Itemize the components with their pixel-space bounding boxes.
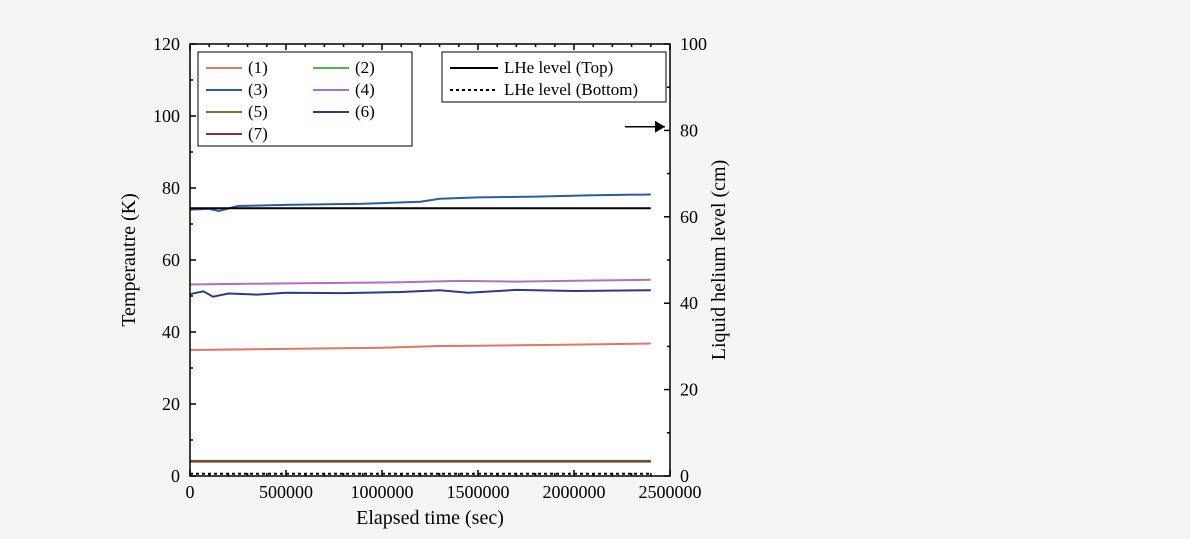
yticklabel-l: 0 — [171, 466, 180, 486]
xticklabel: 0 — [186, 482, 195, 502]
xticklabel: 2500000 — [639, 482, 702, 502]
yticklabel-l: 100 — [153, 106, 180, 126]
xticklabel: 1000000 — [351, 482, 414, 502]
yticklabel-l: 20 — [162, 394, 180, 414]
yticklabel-r: 40 — [680, 293, 698, 313]
legend-label-s7: (7) — [248, 124, 268, 143]
xticklabel: 500000 — [259, 482, 313, 502]
xlabel: Elapsed time (sec) — [356, 507, 504, 529]
legend-label-s2: (2) — [355, 58, 375, 77]
legend-label-s1: (1) — [248, 58, 268, 77]
yticklabel-r: 20 — [680, 380, 698, 400]
legend-left: (1) (2) (3) (4) (5) (6) (7) — [198, 52, 412, 146]
ylabel-right: Liquid helium level (cm) — [708, 160, 730, 361]
yticklabel-l: 60 — [162, 250, 180, 270]
yticklabel-r: 80 — [680, 120, 698, 140]
xticklabel: 1500000 — [447, 482, 510, 502]
yticklabel-l: 120 — [153, 34, 180, 54]
legend-label-s5: (5) — [248, 102, 268, 121]
yticklabel-r: 60 — [680, 207, 698, 227]
legend-label-s6: (6) — [355, 102, 375, 121]
yticklabel-r: 100 — [680, 34, 707, 54]
legend-label-lhe_top: LHe level (Top) — [504, 58, 613, 77]
ylabel-left: Temperautre (K) — [118, 193, 140, 327]
yticklabel-l: 40 — [162, 322, 180, 342]
legend-right: LHe level (Top) LHe level (Bottom) — [442, 52, 666, 102]
legend-label-s3: (3) — [248, 80, 268, 99]
chart-svg: 0 500000 1000000 1500000 2000000 2500000 Elaps… — [0, 0, 1190, 539]
yticklabel-r: 0 — [680, 466, 689, 486]
yticklabel-l: 80 — [162, 178, 180, 198]
legend-label-lhe_bottom: LHe level (Bottom) — [504, 80, 638, 99]
legend-label-s4: (4) — [355, 80, 375, 99]
chart-container: 0 500000 1000000 1500000 2000000 2500000 Elaps… — [0, 0, 1190, 539]
xticklabel: 2000000 — [543, 482, 606, 502]
